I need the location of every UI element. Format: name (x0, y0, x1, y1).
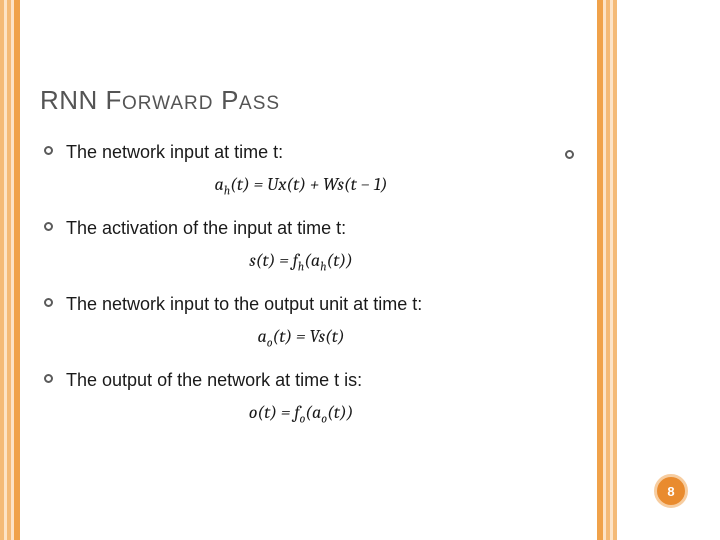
item-text: The output of the network at time t is: (66, 368, 584, 392)
bullet-ring-icon (44, 298, 53, 307)
title-part-2: ORWARD (122, 93, 214, 114)
slide-title: RNN FORWARD PASS (40, 85, 280, 116)
equation: o(t) = fo(ao(t)) (66, 402, 536, 426)
equation: ah(t) = Ux(t) + Ws(t − 1) (66, 174, 536, 198)
equation: ao(t) = Vs(t) (66, 326, 536, 350)
page-number: 8 (667, 484, 674, 499)
title-part-4: ASS (239, 93, 280, 114)
item-text: The network input at time t: (66, 140, 584, 164)
stray-bullet (565, 150, 574, 159)
list-item: The activation of the input at time t: s(… (44, 216, 584, 274)
list-item: The network input to the output unit at … (44, 292, 584, 350)
list-item: The network input at time t: ah(t) = Ux(t… (44, 140, 584, 198)
bullet-ring-icon (44, 222, 53, 231)
list-item: The output of the network at time t is: o… (44, 368, 584, 426)
decorative-stripe (613, 0, 617, 540)
bullet-ring-icon (44, 374, 53, 383)
title-part-1: RNN F (40, 85, 122, 115)
page-number-badge: 8 (654, 474, 688, 508)
decorative-stripe (14, 0, 20, 540)
content-area: The network input at time t: ah(t) = Ux(t… (44, 140, 584, 444)
equation: s(t) = fh(ah(t)) (66, 250, 536, 274)
title-part-3: P (213, 85, 239, 115)
item-text: The activation of the input at time t: (66, 216, 584, 240)
bullet-ring-icon (44, 146, 53, 155)
slide: RNN FORWARD PASS The network input at ti… (0, 0, 720, 540)
item-text: The network input to the output unit at … (66, 292, 584, 316)
